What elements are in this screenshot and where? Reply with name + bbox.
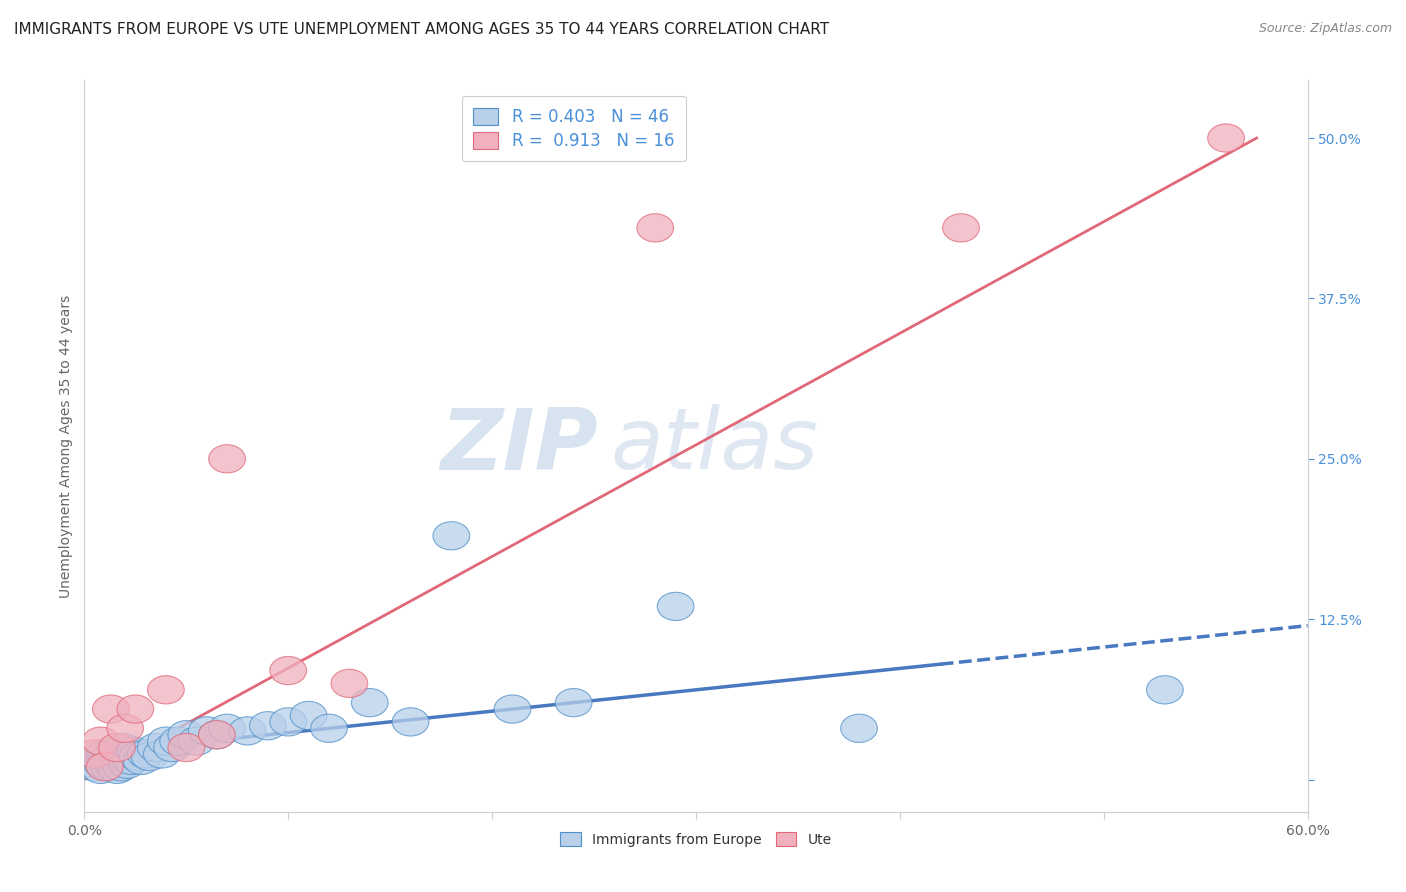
Ellipse shape — [143, 739, 180, 768]
Ellipse shape — [86, 753, 124, 780]
Ellipse shape — [107, 714, 143, 742]
Ellipse shape — [270, 657, 307, 685]
Ellipse shape — [167, 733, 205, 762]
Ellipse shape — [290, 701, 328, 730]
Ellipse shape — [153, 733, 190, 762]
Ellipse shape — [94, 750, 131, 779]
Ellipse shape — [89, 747, 125, 774]
Ellipse shape — [637, 214, 673, 242]
Ellipse shape — [330, 669, 368, 698]
Ellipse shape — [98, 733, 135, 762]
Ellipse shape — [1146, 676, 1184, 704]
Ellipse shape — [83, 727, 120, 756]
Ellipse shape — [93, 695, 129, 723]
Ellipse shape — [76, 739, 112, 768]
Ellipse shape — [198, 721, 235, 749]
Ellipse shape — [352, 689, 388, 717]
Ellipse shape — [90, 753, 127, 780]
Ellipse shape — [179, 727, 215, 756]
Ellipse shape — [433, 522, 470, 550]
Text: IMMIGRANTS FROM EUROPE VS UTE UNEMPLOYMENT AMONG AGES 35 TO 44 YEARS CORRELATION: IMMIGRANTS FROM EUROPE VS UTE UNEMPLOYME… — [14, 22, 830, 37]
Y-axis label: Unemployment Among Ages 35 to 44 years: Unemployment Among Ages 35 to 44 years — [59, 294, 73, 598]
Ellipse shape — [188, 717, 225, 745]
Ellipse shape — [105, 733, 142, 762]
Ellipse shape — [112, 747, 149, 774]
Ellipse shape — [392, 707, 429, 736]
Text: ZIP: ZIP — [440, 404, 598, 488]
Ellipse shape — [1208, 124, 1244, 153]
Ellipse shape — [657, 592, 695, 621]
Ellipse shape — [84, 750, 121, 779]
Ellipse shape — [208, 714, 246, 742]
Text: atlas: atlas — [610, 404, 818, 488]
Ellipse shape — [942, 214, 980, 242]
Ellipse shape — [494, 695, 531, 723]
Ellipse shape — [198, 721, 235, 749]
Ellipse shape — [208, 445, 246, 473]
Ellipse shape — [841, 714, 877, 742]
Legend: Immigrants from Europe, Ute: Immigrants from Europe, Ute — [554, 826, 838, 853]
Ellipse shape — [120, 742, 156, 771]
Ellipse shape — [103, 753, 139, 780]
Ellipse shape — [101, 747, 138, 774]
Ellipse shape — [98, 756, 135, 783]
Ellipse shape — [249, 712, 287, 739]
Ellipse shape — [117, 738, 153, 765]
Ellipse shape — [167, 721, 205, 749]
Ellipse shape — [555, 689, 592, 717]
Ellipse shape — [160, 727, 197, 756]
Ellipse shape — [148, 727, 184, 756]
Ellipse shape — [93, 742, 129, 771]
Ellipse shape — [124, 747, 160, 774]
Ellipse shape — [83, 756, 120, 783]
Ellipse shape — [270, 707, 307, 736]
Ellipse shape — [127, 739, 165, 768]
Ellipse shape — [111, 739, 148, 768]
Ellipse shape — [76, 753, 112, 780]
Ellipse shape — [148, 676, 184, 704]
Ellipse shape — [117, 695, 153, 723]
Ellipse shape — [131, 742, 167, 771]
Ellipse shape — [80, 747, 117, 774]
Ellipse shape — [107, 742, 143, 771]
Ellipse shape — [97, 739, 134, 768]
Ellipse shape — [229, 717, 266, 745]
Ellipse shape — [86, 739, 124, 768]
Ellipse shape — [311, 714, 347, 742]
Text: Source: ZipAtlas.com: Source: ZipAtlas.com — [1258, 22, 1392, 36]
Ellipse shape — [138, 733, 174, 762]
Ellipse shape — [108, 750, 146, 779]
